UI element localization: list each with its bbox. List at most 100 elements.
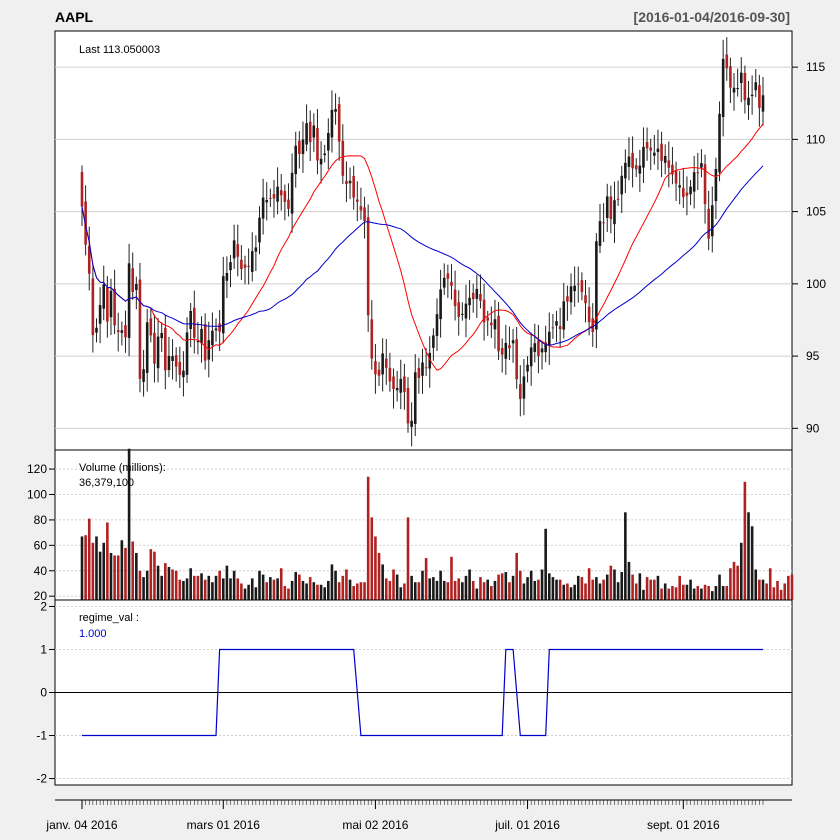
volume-bar	[337, 582, 341, 600]
candle-body	[406, 387, 410, 424]
candle-body	[453, 289, 457, 307]
volume-bar	[301, 580, 305, 600]
candle-body	[667, 160, 671, 168]
candle-body	[95, 327, 98, 333]
candle-body	[91, 278, 95, 336]
candle-body	[696, 172, 700, 174]
volume-bar	[355, 583, 359, 600]
candle-body	[689, 186, 692, 195]
volume-bar	[453, 580, 457, 600]
volume-bar	[174, 570, 178, 600]
volume-bar	[761, 579, 765, 600]
volume-bar	[660, 588, 663, 600]
candle-body	[138, 279, 142, 379]
volume-bar	[504, 572, 508, 600]
candle-body	[388, 367, 392, 382]
candle-body	[631, 152, 634, 169]
candle-body	[374, 361, 377, 375]
candle-body	[522, 376, 526, 399]
candle-body	[312, 125, 316, 138]
volume-bar	[533, 580, 537, 600]
candle-body	[519, 384, 522, 399]
volume-bar	[247, 584, 250, 600]
candle-body	[247, 265, 250, 267]
candle-body	[674, 170, 678, 184]
volume-bar	[620, 572, 624, 600]
volume-bar	[250, 578, 254, 600]
candle-body	[446, 273, 450, 279]
volume-bar	[178, 579, 182, 600]
candle-body	[649, 147, 653, 151]
candle-body	[544, 342, 547, 353]
candle-body	[399, 378, 403, 393]
candle-body	[547, 331, 551, 346]
volume-bar	[308, 577, 312, 600]
volume-bar	[341, 575, 345, 600]
volume-bar	[707, 586, 710, 600]
volume-bar	[298, 574, 301, 600]
candle-body	[584, 295, 587, 304]
volume-bar	[102, 542, 106, 600]
candle-body	[164, 327, 167, 371]
candle-body	[142, 369, 145, 382]
candle-body	[504, 342, 508, 359]
volume-bar	[113, 555, 116, 600]
volume-bar	[725, 586, 729, 600]
volume-bar	[584, 583, 587, 600]
volume-bar	[153, 551, 156, 600]
volume-bar	[609, 565, 613, 600]
x-tick-label: sept. 01 2016	[647, 818, 720, 832]
candle-body	[721, 58, 725, 118]
candle-body	[613, 200, 616, 225]
candle-body	[218, 323, 221, 332]
volume-bar	[182, 580, 185, 600]
candle-body	[529, 347, 533, 367]
candle-body	[279, 190, 283, 196]
candle-body	[149, 318, 153, 336]
volume-tick-label: 80	[34, 513, 48, 527]
candle-body	[682, 187, 685, 198]
candle-body	[569, 286, 573, 303]
candle-body	[290, 172, 294, 214]
volume-bar	[732, 561, 736, 600]
volume-bar	[203, 579, 207, 600]
volume-bar	[261, 574, 265, 600]
candle-body	[555, 321, 558, 326]
volume-bar	[479, 577, 482, 600]
candle-body	[87, 245, 91, 274]
volume-bar	[790, 574, 794, 600]
candle-body	[240, 259, 243, 269]
volume-bar	[229, 578, 232, 600]
volume-bar	[192, 575, 196, 600]
candle-body	[714, 168, 718, 202]
volume-bar	[366, 476, 370, 600]
volume-bar	[461, 582, 464, 600]
candle-body	[660, 143, 663, 161]
volume-bar	[787, 575, 790, 600]
volume-bar	[602, 579, 605, 600]
volume-bar	[403, 583, 406, 600]
volume-bar	[613, 569, 616, 600]
volume-bar	[160, 575, 163, 600]
candle-body	[718, 113, 721, 173]
volume-bar	[435, 580, 439, 600]
candle-body	[359, 206, 363, 211]
volume-bar	[710, 591, 714, 600]
candle-body	[432, 335, 435, 348]
candle-body	[479, 293, 482, 301]
candle-body	[80, 171, 84, 207]
volume-label: Volume (millions):	[79, 462, 166, 474]
x-tick-label: juil. 01 2016	[494, 818, 560, 832]
candle-body	[229, 262, 232, 271]
volume-bar	[475, 588, 479, 600]
volume-bar	[540, 569, 544, 600]
volume-bar	[279, 568, 283, 600]
volume-bar	[671, 586, 674, 600]
volume-last-value: 36,379,100	[79, 477, 134, 489]
candle-body	[558, 326, 562, 330]
candle-body	[413, 372, 417, 424]
volume-bar	[703, 584, 707, 600]
candle-body	[490, 322, 493, 326]
candle-body	[287, 199, 290, 209]
volume-bar	[566, 583, 569, 600]
